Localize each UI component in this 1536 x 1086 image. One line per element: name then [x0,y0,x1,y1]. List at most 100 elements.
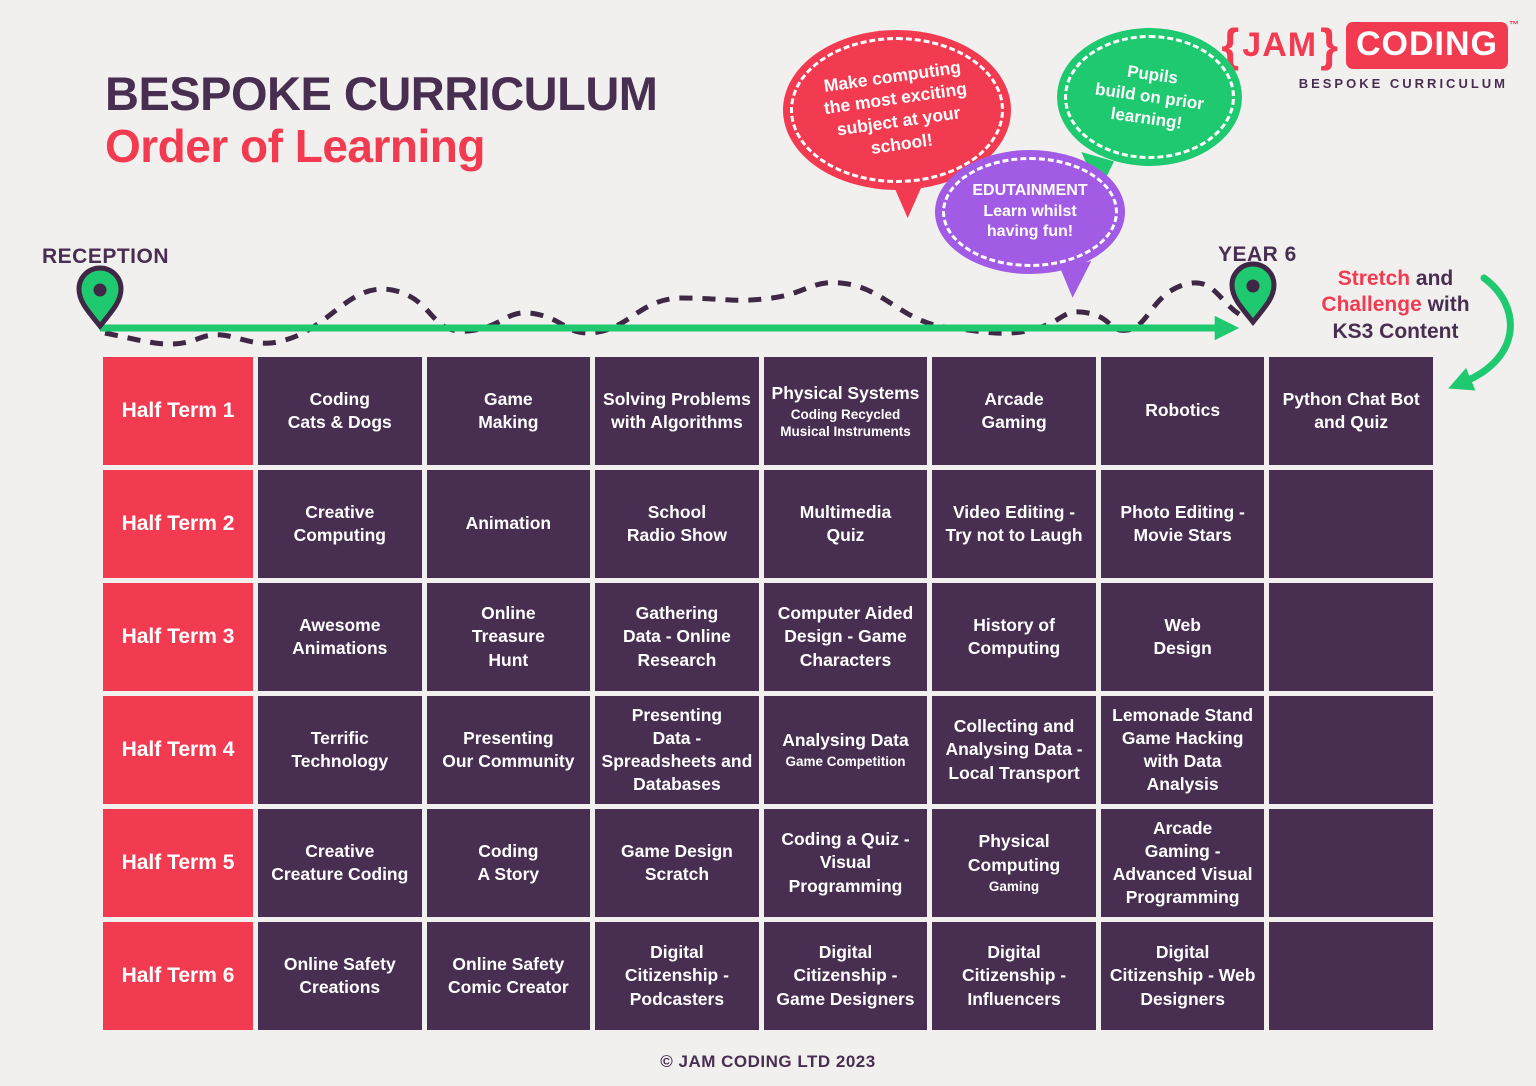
topic-title: Physical Computing [967,831,1061,875]
topic-title: Collecting and Analysing Data - Local Tr… [945,716,1083,783]
journey-dashed-line [104,280,1244,347]
logo-tagline: BESPOKE CURRICULUM [1298,76,1508,91]
logo-brace-right: } [1320,18,1338,71]
topic-cell: Creative Creature Coding [258,809,422,917]
topic-title: History of Computing [967,614,1061,658]
map-pin-icon-year6 [1229,261,1277,326]
topic-cell: Collecting and Analysing Data - Local Tr… [932,696,1096,804]
topic-title: Gathering Data - Online Research [622,603,731,670]
topic-cell: History of Computing [932,583,1096,691]
logo-coding-box: CODING ™ [1346,20,1519,69]
ks3-text: KS3 Content [1332,319,1459,343]
logo-wordmark: { JAM } CODING ™ [1221,18,1519,71]
half-term-label: Half Term 3 [103,583,253,691]
topic-cell: Lemonade Stand Game Hacking with Data An… [1100,696,1265,804]
topic-title: Animation [465,513,552,534]
topic-title: Solving Problems with Algorithms [603,388,751,432]
topic-cell: Creative Computing [258,470,422,578]
topic-title: Coding a Quiz - Visual Programming [781,829,910,896]
topic-cell: Online Safety Comic Creator [426,922,591,1030]
half-term-label: Half Term 5 [103,809,253,917]
title-line-1: BESPOKE CURRICULUM [105,67,658,120]
topic-title: Online Treasure Hunt [471,603,545,670]
topic-cell: School Radio Show [595,470,759,578]
topic-cell: Presenting Our Community [426,696,591,804]
topic-cell: Arcade Gaming - Advanced Visual Programm… [1100,809,1265,917]
topic-title: Game Making [478,388,539,432]
topic-title: Web Design [1153,614,1212,658]
topic-cell: Coding a Quiz - Visual Programming [763,809,928,917]
topic-title: Presenting Our Community [442,727,575,771]
timeline-graphic [76,261,1277,347]
topic-cell: Presenting Data - Spreadsheets and Datab… [595,696,759,804]
topic-cell: Arcade Gaming [932,357,1096,465]
topic-title: Online Safety Creations [283,953,396,997]
topic-title: Terrific Technology [291,727,389,771]
topic-cell: Game Design Scratch [595,809,759,917]
topic-cell: Photo Editing - Movie Stars [1100,470,1265,578]
topic-cell-empty [1269,696,1433,804]
topic-title: Digital Citizenship - Game Designers [776,942,915,1009]
topic-cell-empty [1269,470,1433,578]
topic-cell: Gathering Data - Online Research [595,583,759,691]
topic-subtitle: Game Competition [785,754,906,770]
topic-title: Python Chat Bot and Quiz [1282,388,1420,432]
copyright-footer: © JAM CODING LTD 2023 [660,1052,876,1071]
topic-cell: Analysing Data Game Competition [763,696,928,804]
topic-cell: Terrific Technology [258,696,422,804]
topic-title: Creative Creature Coding [271,840,409,884]
timeline-end-label: YEAR 6 [1218,243,1297,266]
topic-title: Presenting Data - Spreadsheets and Datab… [601,704,753,795]
topic-title: Coding A Story [477,840,540,884]
map-pin-icon-reception [76,265,124,330]
topic-title: Coding Cats & Dogs [287,388,392,432]
topic-cell: Animation [426,470,591,578]
topic-title: Photo Editing - Movie Stars [1120,501,1245,545]
topic-cell-empty [1269,922,1433,1030]
trademark-symbol: ™ [1509,20,1520,31]
topic-title: Computer Aided Design - Game Characters [777,603,914,670]
challenge-word: Challenge [1321,293,1422,317]
topic-cell: Online Safety Creations [258,922,422,1030]
topic-cell: Robotics [1100,357,1265,465]
topic-cell: Digital Citizenship - Influencers [932,922,1096,1030]
stretch-word: Stretch [1337,267,1411,290]
topic-cell: Digital Citizenship - Web Designers [1100,922,1265,1030]
topic-subtitle: Coding Recycled Musical Instruments [780,406,911,439]
jam-coding-logo: { JAM } CODING ™ BESPOKE CURRICULUM [1221,18,1519,91]
topic-title: School Radio Show [626,501,727,545]
topic-cell: Python Chat Bot and Quiz [1269,357,1433,465]
topic-title: Digital Citizenship - Influencers [962,942,1067,1009]
topic-cell-empty [1269,809,1433,917]
stretch-challenge-note: Stretch and Challenge with KS3 Content [1321,267,1470,343]
topic-cell-empty [1269,583,1433,691]
topic-title: Multimedia Quiz [799,501,892,545]
topic-cell: Awesome Animations [258,583,422,691]
topic-cell: Digital Citizenship - Podcasters [595,922,759,1030]
timeline-start-label: RECEPTION [42,245,170,268]
topic-title: Physical Systems [771,382,920,403]
curved-arrow-icon [1448,274,1514,391]
topic-cell: Physical Systems Coding Recycled Musical … [763,357,928,465]
topic-cell: Game Making [426,357,591,465]
logo-brace-left: { [1221,18,1240,71]
topic-cell: Physical Computing Gaming [932,809,1096,917]
topic-title: Digital Citizenship - Web Designers [1109,942,1256,1009]
half-term-label: Half Term 6 [103,922,253,1030]
topic-title: Arcade Gaming - Advanced Visual Programm… [1112,817,1253,908]
topic-title: Arcade Gaming [981,388,1047,432]
topic-subtitle: Gaming [988,878,1040,894]
topic-cell: Online Treasure Hunt [426,583,591,691]
topic-cell: Coding Cats & Dogs [258,357,422,465]
speech-bubble-purple: EDUTAINMENT Learn whilst having fun! [935,150,1125,299]
topic-title: Awesome Animations [292,614,388,658]
topic-cell: Video Editing - Try not to Laugh [932,470,1096,578]
logo-jam-text: JAM [1242,26,1318,64]
topic-cell: Coding A Story [426,809,591,917]
title-line-2: Order of Learning [105,119,485,172]
half-term-label: Half Term 4 [103,696,253,804]
half-term-label: Half Term 2 [103,470,253,578]
topic-cell: Solving Problems with Algorithms [595,357,759,465]
speech-bubble-green: Pupils build on prior learning! [1057,28,1242,195]
